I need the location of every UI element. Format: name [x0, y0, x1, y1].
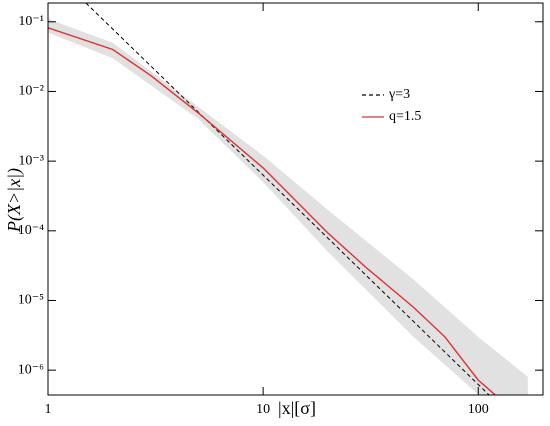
legend-label: γ=3: [388, 87, 410, 102]
y-tick-label: 10⁻⁶: [18, 362, 44, 377]
x-tick-label: 10: [256, 402, 270, 417]
x-axis-label: |x|[σ]: [278, 398, 316, 418]
x-tick-label: 100: [468, 402, 489, 417]
y-tick-label: 10⁻⁴: [18, 223, 44, 238]
x-tick-label: 1: [45, 402, 52, 417]
series-line: [85, 3, 490, 395]
ensemble-band: [48, 18, 528, 395]
plot-frame: [47, 2, 544, 396]
legend-label: q=1.5: [389, 109, 421, 124]
y-tick-label: 10⁻³: [18, 153, 44, 168]
y-axis-label: P(X>|x|): [4, 168, 25, 233]
y-tick-label: 10⁻⁵: [18, 293, 44, 308]
y-tick-label: 10⁻¹: [18, 14, 44, 29]
series-line: [48, 27, 496, 395]
y-tick-label: 10⁻²: [18, 84, 44, 99]
plot-area: [48, 3, 528, 395]
